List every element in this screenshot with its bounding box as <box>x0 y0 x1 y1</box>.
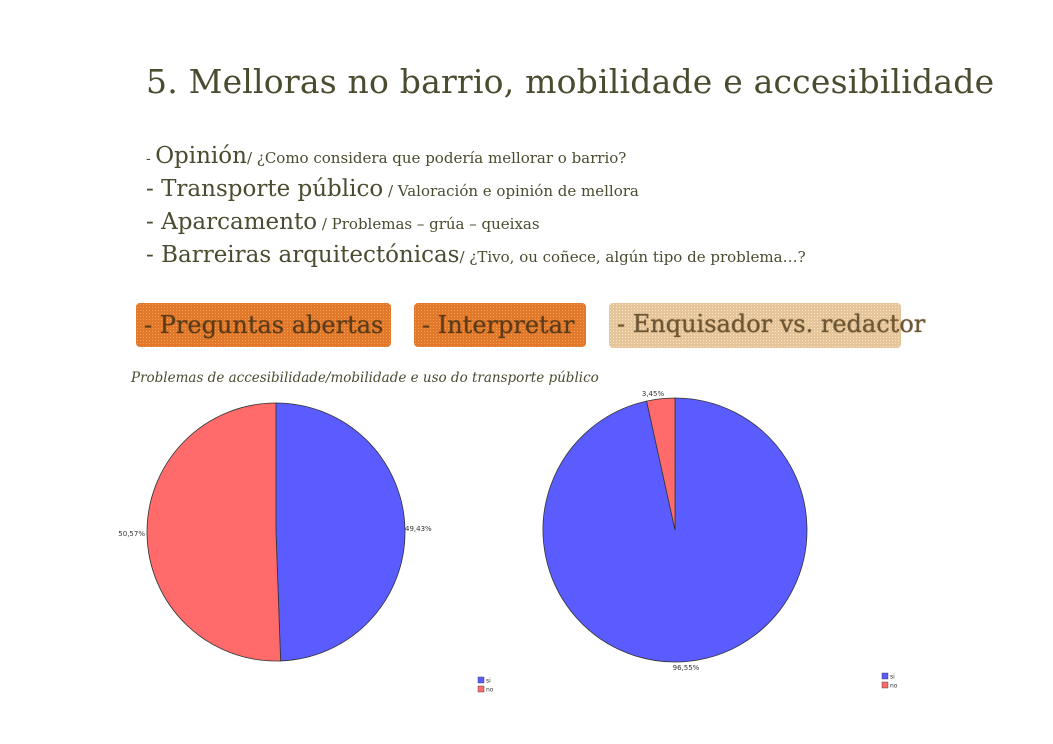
pie1-slice-si <box>275 402 406 662</box>
pie2-legend-label-si: si <box>890 674 895 681</box>
charts-subtitle: Problemas de accesibilidade/mobilidade e… <box>131 370 599 386</box>
bullet-list: - Opinión/ ¿Como considera que podería m… <box>146 140 806 272</box>
pie1-legend-swatch-si <box>477 676 485 684</box>
pie1-legend-swatch-no <box>477 685 485 693</box>
bullet-detail: / ¿Tivo, ou coñece, algún tipo de proble… <box>459 248 806 266</box>
bullet-detail: / Valoración e opinión de mellora <box>383 182 639 200</box>
bullet-dash: - <box>146 151 156 167</box>
bullet-detail: / ¿Como considera que podería mellorar o… <box>246 149 627 167</box>
pie2-legend-label-no: no <box>890 683 898 690</box>
bullet-main: Transporte público <box>161 176 384 202</box>
tag-preguntas-abertas: - Preguntas abertas <box>136 303 391 347</box>
pie1-legend-label-no: no <box>486 687 494 694</box>
bullet-main: Opinión <box>155 143 247 169</box>
bullet-main: Barreiras arquitectónicas <box>161 242 460 268</box>
pie1-slice-no <box>146 402 282 662</box>
pie2-legend-swatch-si <box>881 672 889 680</box>
pie2-data-label-si: 96,55% <box>673 664 700 672</box>
bullet-dash: - <box>146 176 162 202</box>
pie2-slice-no <box>646 397 676 531</box>
pie2-legend-swatch-no <box>881 681 889 689</box>
pie2-slice-si <box>542 397 808 663</box>
bullet-opinion: - Opinión/ ¿Como considera que podería m… <box>146 140 806 173</box>
bullet-dash: - <box>146 242 162 268</box>
bullet-transporte: - Transporte público / Valoración e opin… <box>146 173 806 206</box>
bullet-detail: / Problemas – grúa – queixas <box>317 215 540 233</box>
pie2-data-label-no: 3,45% <box>642 390 665 398</box>
bullet-barreiras: - Barreiras arquitectónicas/ ¿Tivo, ou c… <box>146 239 806 272</box>
bullet-dash: - <box>146 209 162 235</box>
tag-interpretar: - Interpretar <box>414 303 586 347</box>
bullet-main: Aparcamento <box>161 209 318 235</box>
page-title: 5. Melloras no barrio, mobilidade e acce… <box>146 62 995 101</box>
pie1-data-label-si: 49,43% <box>405 525 432 533</box>
pie1-legend-label-si: si <box>486 678 491 685</box>
pie1-data-label-no: 50,57% <box>118 530 145 538</box>
bullet-aparcamento: - Aparcamento / Problemas – grúa – queix… <box>146 206 806 239</box>
tag-enquisador-redactor: - Enquisador vs. redactor <box>609 303 925 348</box>
